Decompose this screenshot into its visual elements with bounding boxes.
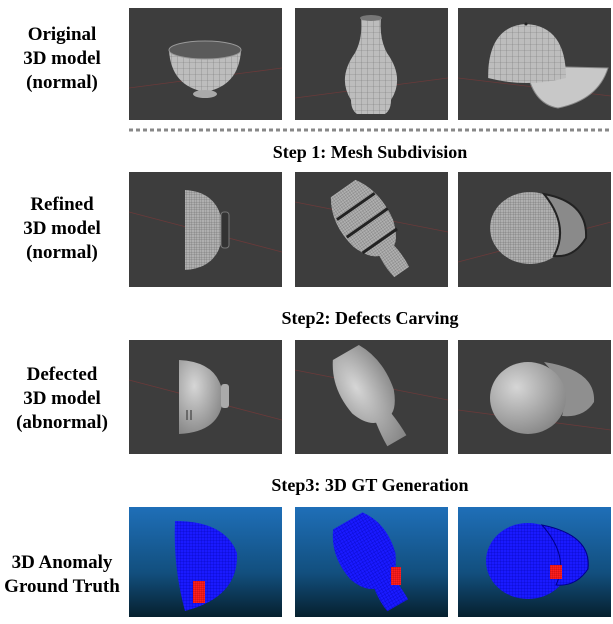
label-line: 3D model — [23, 218, 101, 239]
label-line: 3D Anomaly — [12, 552, 113, 573]
panel — [295, 172, 448, 287]
panel — [458, 172, 611, 287]
panel — [129, 340, 282, 454]
step-label: Step2: Defects Carving — [282, 308, 459, 328]
label-line: Original — [28, 24, 97, 45]
panel — [129, 507, 282, 617]
panel — [295, 507, 448, 619]
label-line: Ground Truth — [4, 576, 120, 597]
panel — [129, 172, 282, 287]
panel — [295, 8, 448, 120]
panel — [129, 8, 282, 120]
label-line: 3D model — [23, 388, 101, 409]
row-label: Refined 3D model (normal) — [23, 194, 101, 263]
panel — [458, 8, 611, 120]
figure: Original 3D model (normal) Refined 3D mo… — [0, 0, 613, 619]
row-label: 3D Anomaly Ground Truth — [4, 552, 120, 597]
label-line: (abnormal) — [16, 412, 108, 433]
panel — [458, 507, 611, 617]
label-line: Refined — [30, 194, 94, 215]
label-line: 3D model — [23, 48, 101, 69]
panel — [295, 340, 448, 454]
step-label: Step 1: Mesh Subdivision — [273, 142, 468, 162]
row-label: Defected 3D model (abnormal) — [16, 364, 108, 433]
label-line: (normal) — [26, 242, 98, 263]
label-line: (normal) — [26, 72, 98, 93]
panel — [458, 340, 611, 454]
row-label: Original 3D model (normal) — [23, 24, 101, 93]
label-line: Defected — [27, 364, 98, 385]
step-label: Step3: 3D GT Generation — [271, 475, 468, 495]
